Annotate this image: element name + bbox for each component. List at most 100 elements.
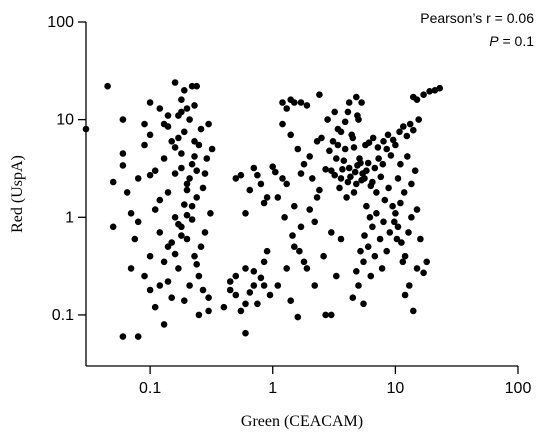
data-point	[175, 220, 182, 228]
data-point	[396, 128, 403, 136]
data-point	[369, 134, 377, 142]
data-point	[347, 173, 354, 181]
data-point	[186, 175, 193, 182]
data-point	[303, 102, 311, 109]
pearson-annotation: Pearson’s r = 0.06	[420, 10, 534, 26]
data-point	[208, 145, 216, 153]
data-point	[127, 265, 135, 272]
data-point	[334, 141, 342, 149]
data-point	[220, 303, 228, 311]
data-point	[242, 265, 249, 272]
data-point	[337, 235, 345, 243]
data-point	[146, 252, 154, 260]
data-point	[400, 189, 408, 196]
data-point	[291, 99, 298, 106]
data-point	[369, 223, 376, 231]
data-point	[151, 206, 159, 213]
data-point	[237, 171, 245, 179]
data-point	[361, 175, 368, 182]
ticks: 0.1 1 10 100 0.1 1 10 100	[47, 14, 531, 397]
data-point	[274, 194, 282, 201]
data-point	[406, 120, 414, 128]
data-point	[413, 265, 421, 272]
data-point	[345, 164, 353, 172]
data-point	[263, 247, 271, 255]
data-point	[384, 131, 392, 139]
p-symbol: P	[489, 33, 499, 49]
data-point	[242, 210, 249, 217]
y-tick-label: 1	[65, 209, 74, 226]
data-point	[406, 282, 413, 289]
data-point	[385, 184, 392, 192]
data-point	[183, 211, 191, 219]
data-point	[127, 210, 135, 217]
data-point	[366, 214, 374, 221]
data-point	[257, 180, 265, 188]
data-point	[168, 138, 175, 145]
data-point	[357, 247, 364, 255]
data-point	[160, 321, 168, 328]
data-point	[205, 120, 212, 128]
data-point	[164, 278, 172, 285]
data-point	[353, 268, 360, 275]
data-point	[134, 333, 142, 340]
data-point	[254, 171, 261, 179]
data-point	[355, 282, 362, 289]
data-point	[397, 199, 404, 207]
data-point	[287, 297, 295, 305]
data-point	[171, 79, 179, 86]
data-point	[188, 160, 196, 168]
data-point	[360, 258, 367, 266]
data-point	[283, 105, 291, 112]
data-point	[408, 214, 415, 221]
axes	[85, 22, 518, 367]
data-point	[232, 272, 240, 280]
data-point	[374, 144, 382, 151]
data-point	[311, 218, 319, 226]
data-point	[203, 155, 211, 162]
data-point	[171, 250, 179, 258]
data-point	[178, 96, 185, 103]
data-point	[291, 202, 298, 210]
data-point	[242, 329, 249, 337]
data-point	[351, 168, 359, 176]
data-point	[379, 160, 387, 168]
data-point	[175, 112, 182, 119]
data-point	[197, 243, 205, 250]
data-point	[316, 91, 323, 98]
data-point	[306, 153, 314, 160]
data-point	[415, 116, 423, 123]
data-point	[380, 218, 387, 226]
data-point	[160, 258, 168, 266]
data-point	[183, 105, 191, 112]
data-point	[266, 291, 274, 299]
data-point	[181, 87, 188, 94]
data-point	[353, 93, 360, 101]
data-point	[156, 196, 164, 204]
data-point	[146, 286, 154, 294]
data-point	[420, 91, 427, 98]
data-point	[178, 164, 185, 172]
data-point	[175, 134, 182, 142]
data-point	[375, 155, 382, 162]
data-point	[250, 268, 258, 275]
data-point	[322, 311, 329, 319]
data-point	[401, 252, 409, 260]
x-tick-label: 0.1	[139, 380, 161, 397]
data-point	[146, 131, 154, 139]
data-point	[348, 131, 356, 139]
data-point	[371, 164, 379, 172]
data-point	[191, 138, 198, 145]
data-point	[357, 159, 364, 167]
data-point	[363, 202, 370, 210]
data-point	[413, 206, 421, 213]
data-point	[272, 168, 279, 176]
data-point	[279, 99, 286, 106]
p-value-annotation: P = 0.1	[489, 33, 534, 49]
data-point	[331, 108, 339, 116]
data-point	[300, 160, 308, 168]
data-point	[297, 223, 305, 231]
data-point	[141, 141, 148, 149]
data-point	[201, 229, 209, 236]
